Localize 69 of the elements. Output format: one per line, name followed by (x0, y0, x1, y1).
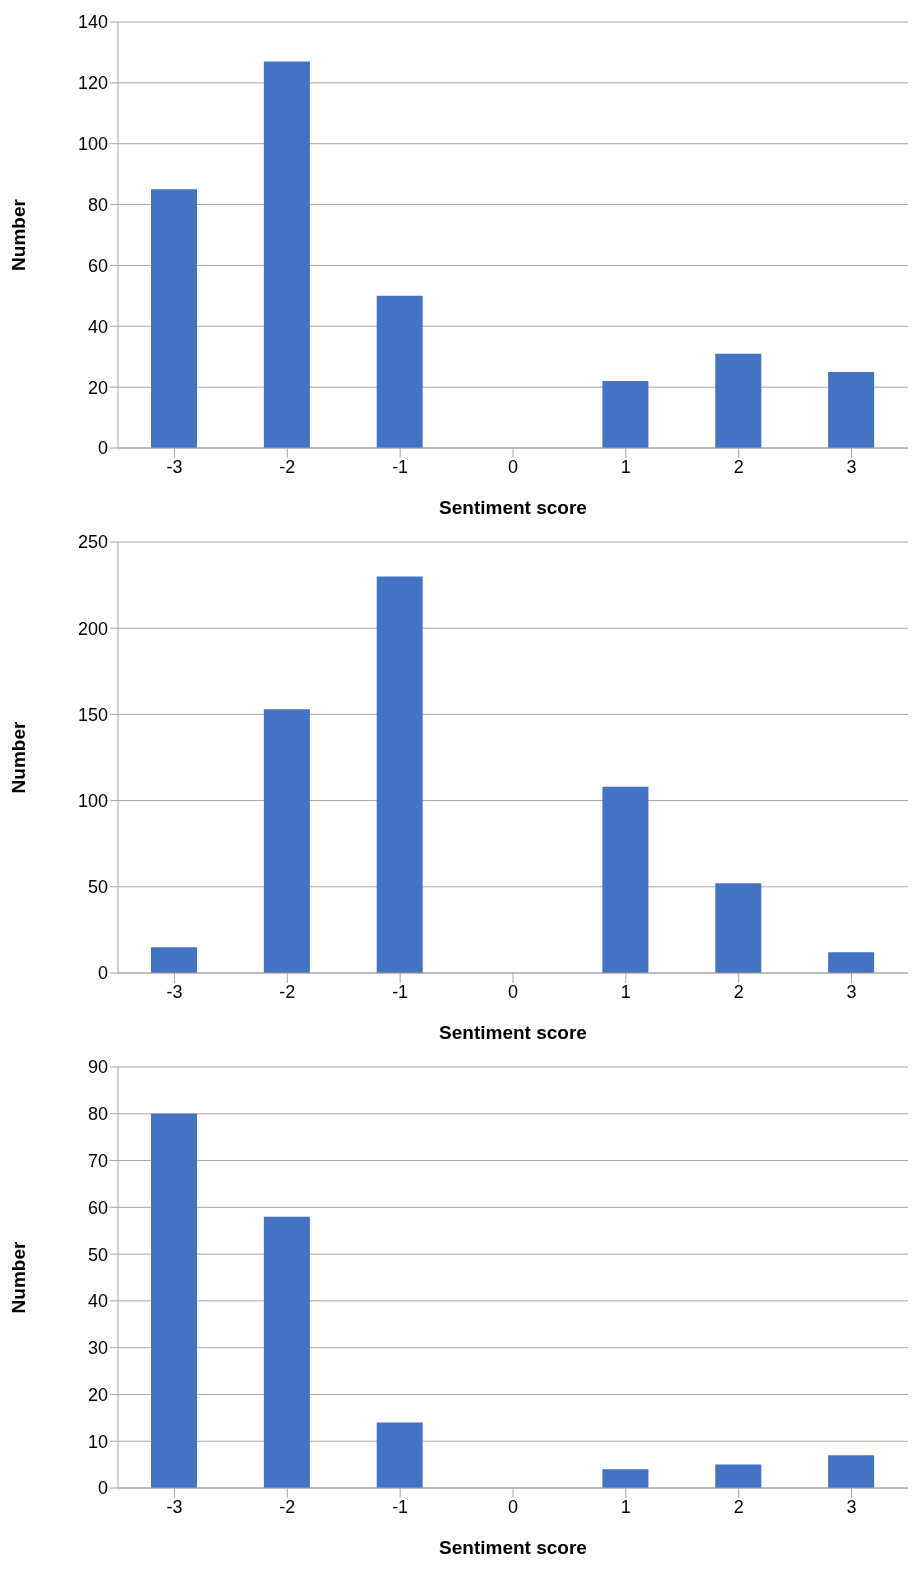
bar (263, 61, 310, 448)
y-tick-label: 0 (97, 438, 108, 459)
x-tick-label: 2 (733, 981, 744, 1002)
x-tick-label: -3 (166, 981, 183, 1002)
bar (715, 353, 762, 448)
y-tick-label: 50 (87, 1244, 108, 1265)
x-axis-title: Sentiment score (439, 1022, 587, 1043)
y-tick-label: 40 (87, 316, 108, 337)
bar (602, 1469, 649, 1488)
y-tick-label: 90 (87, 1057, 108, 1078)
y-tick-label: 10 (87, 1431, 108, 1452)
y-axis-title: Number (7, 1241, 29, 1314)
bar (602, 381, 649, 448)
y-tick-label: 0 (97, 963, 108, 984)
bar (715, 1464, 762, 1488)
bar (376, 1422, 423, 1488)
x-tick-label: -3 (166, 456, 183, 477)
x-tick-label: 2 (733, 1496, 744, 1517)
y-tick-label: 120 (77, 73, 108, 94)
y-axis-title: Number (7, 721, 29, 794)
bar (376, 576, 423, 973)
y-tick-label: 60 (87, 255, 108, 276)
x-axis-title: Sentiment score (439, 497, 587, 518)
bar (715, 883, 762, 973)
bar (151, 189, 197, 448)
y-tick-label: 100 (77, 790, 108, 811)
y-tick-label: 40 (87, 1291, 108, 1312)
x-tick-label: 0 (507, 981, 519, 1002)
y-tick-label: 50 (87, 877, 108, 898)
bar (263, 709, 310, 973)
y-tick-label: 150 (77, 704, 108, 725)
bar (376, 295, 423, 448)
y-tick-label: 20 (87, 1384, 108, 1405)
y-tick-label: 80 (87, 1104, 108, 1125)
y-tick-label: 200 (77, 618, 108, 639)
x-tick-label: -1 (392, 456, 409, 477)
y-tick-label: 140 (77, 12, 108, 33)
y-tick-label: 70 (87, 1150, 108, 1171)
x-tick-label: 3 (846, 981, 857, 1002)
x-tick-label: 2 (733, 456, 744, 477)
x-tick-label: 1 (620, 1496, 631, 1517)
bar (151, 1113, 197, 1488)
x-tick-label: -2 (279, 1496, 296, 1517)
bar (828, 371, 875, 448)
y-tick-label: 60 (87, 1197, 108, 1218)
x-tick-label: 0 (507, 456, 519, 477)
y-tick-label: 250 (77, 532, 108, 553)
y-tick-label: 80 (87, 194, 108, 215)
x-tick-label: -2 (279, 456, 296, 477)
bar (828, 1455, 875, 1488)
y-tick-label: 30 (87, 1338, 108, 1359)
x-axis-title: Sentiment score (439, 1537, 587, 1558)
bar (151, 947, 197, 973)
y-tick-label: 100 (77, 134, 108, 155)
bar (602, 786, 649, 973)
x-tick-label: -1 (392, 981, 409, 1002)
x-tick-label: 3 (846, 1496, 857, 1517)
x-tick-label: -1 (392, 1496, 409, 1517)
y-tick-label: 20 (87, 377, 108, 398)
x-tick-label: -2 (279, 981, 296, 1002)
bar (263, 1216, 310, 1488)
y-tick-label: 0 (97, 1478, 108, 1499)
y-axis-title: Number (7, 198, 29, 271)
bar (828, 952, 875, 973)
x-tick-label: 0 (507, 1496, 519, 1517)
x-tick-label: 1 (620, 981, 631, 1002)
x-tick-label: 3 (846, 456, 857, 477)
x-tick-label: -3 (166, 1496, 183, 1517)
x-tick-label: 1 (620, 456, 631, 477)
